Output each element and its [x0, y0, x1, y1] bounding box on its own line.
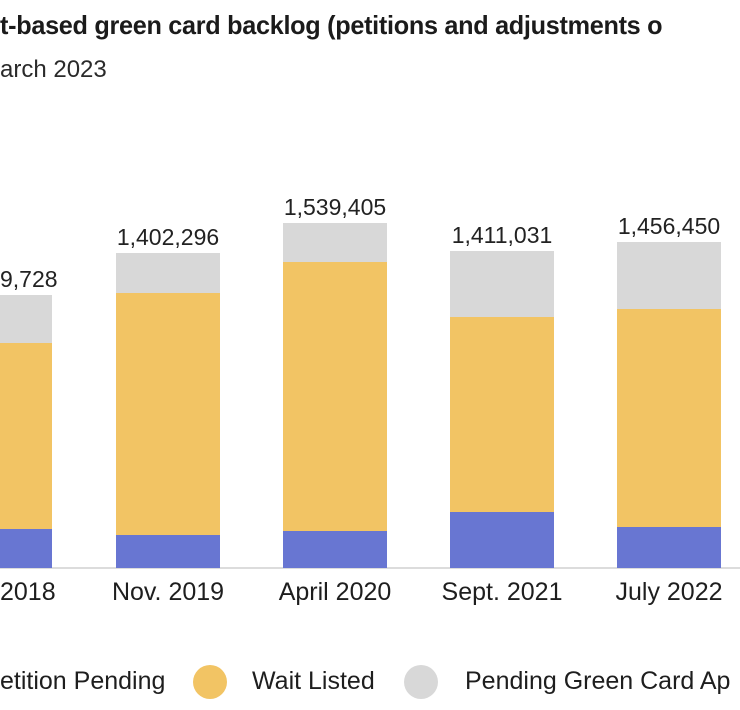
bar-group-2 [116, 253, 220, 568]
x-axis-label: Sept. 2021 [441, 578, 563, 606]
bar-segment-wait-listed [283, 262, 387, 531]
bar-segment-pending-green-card-ap [116, 253, 220, 293]
bar-segment-etition-pending [283, 531, 387, 568]
bar-segment-etition-pending [116, 535, 220, 568]
x-axis-label: April 2020 [278, 578, 392, 606]
bar-segment-pending-green-card-ap [617, 241, 721, 309]
bar-segment-etition-pending [617, 526, 721, 568]
bar-value-label: 9,728 [0, 266, 58, 293]
bar-segment-etition-pending [450, 511, 554, 568]
bar-segment-etition-pending [0, 528, 52, 568]
bar-segment-pending-green-card-ap [450, 251, 554, 317]
chart-subtitle: arch 2023 [0, 56, 107, 83]
bar-group-4 [450, 251, 554, 568]
x-axis-label: 2018 [0, 578, 56, 606]
bar-value-label: 1,456,450 [617, 212, 721, 239]
bar-segment-pending-green-card-ap [0, 295, 52, 343]
bar-value-label: 1,539,405 [283, 194, 387, 221]
bar-segment-pending-green-card-ap [283, 223, 387, 263]
bar-value-label: 1,411,031 [451, 222, 553, 249]
bar-segment-wait-listed [450, 316, 554, 512]
bar-group-5 [617, 241, 721, 568]
bar-segment-wait-listed [617, 308, 721, 527]
bar-segment-wait-listed [116, 293, 220, 536]
bar-segment-wait-listed [0, 342, 52, 529]
bar-value-label: 1,402,296 [116, 224, 220, 251]
bar-group-3 [283, 223, 387, 568]
x-axis-line [0, 567, 740, 569]
x-axis-label: Nov. 2019 [111, 578, 225, 606]
bar-group-1 [0, 295, 52, 568]
chart-title: t-based green card backlog (petitions an… [0, 10, 663, 40]
x-axis-label: July 2022 [615, 578, 723, 606]
